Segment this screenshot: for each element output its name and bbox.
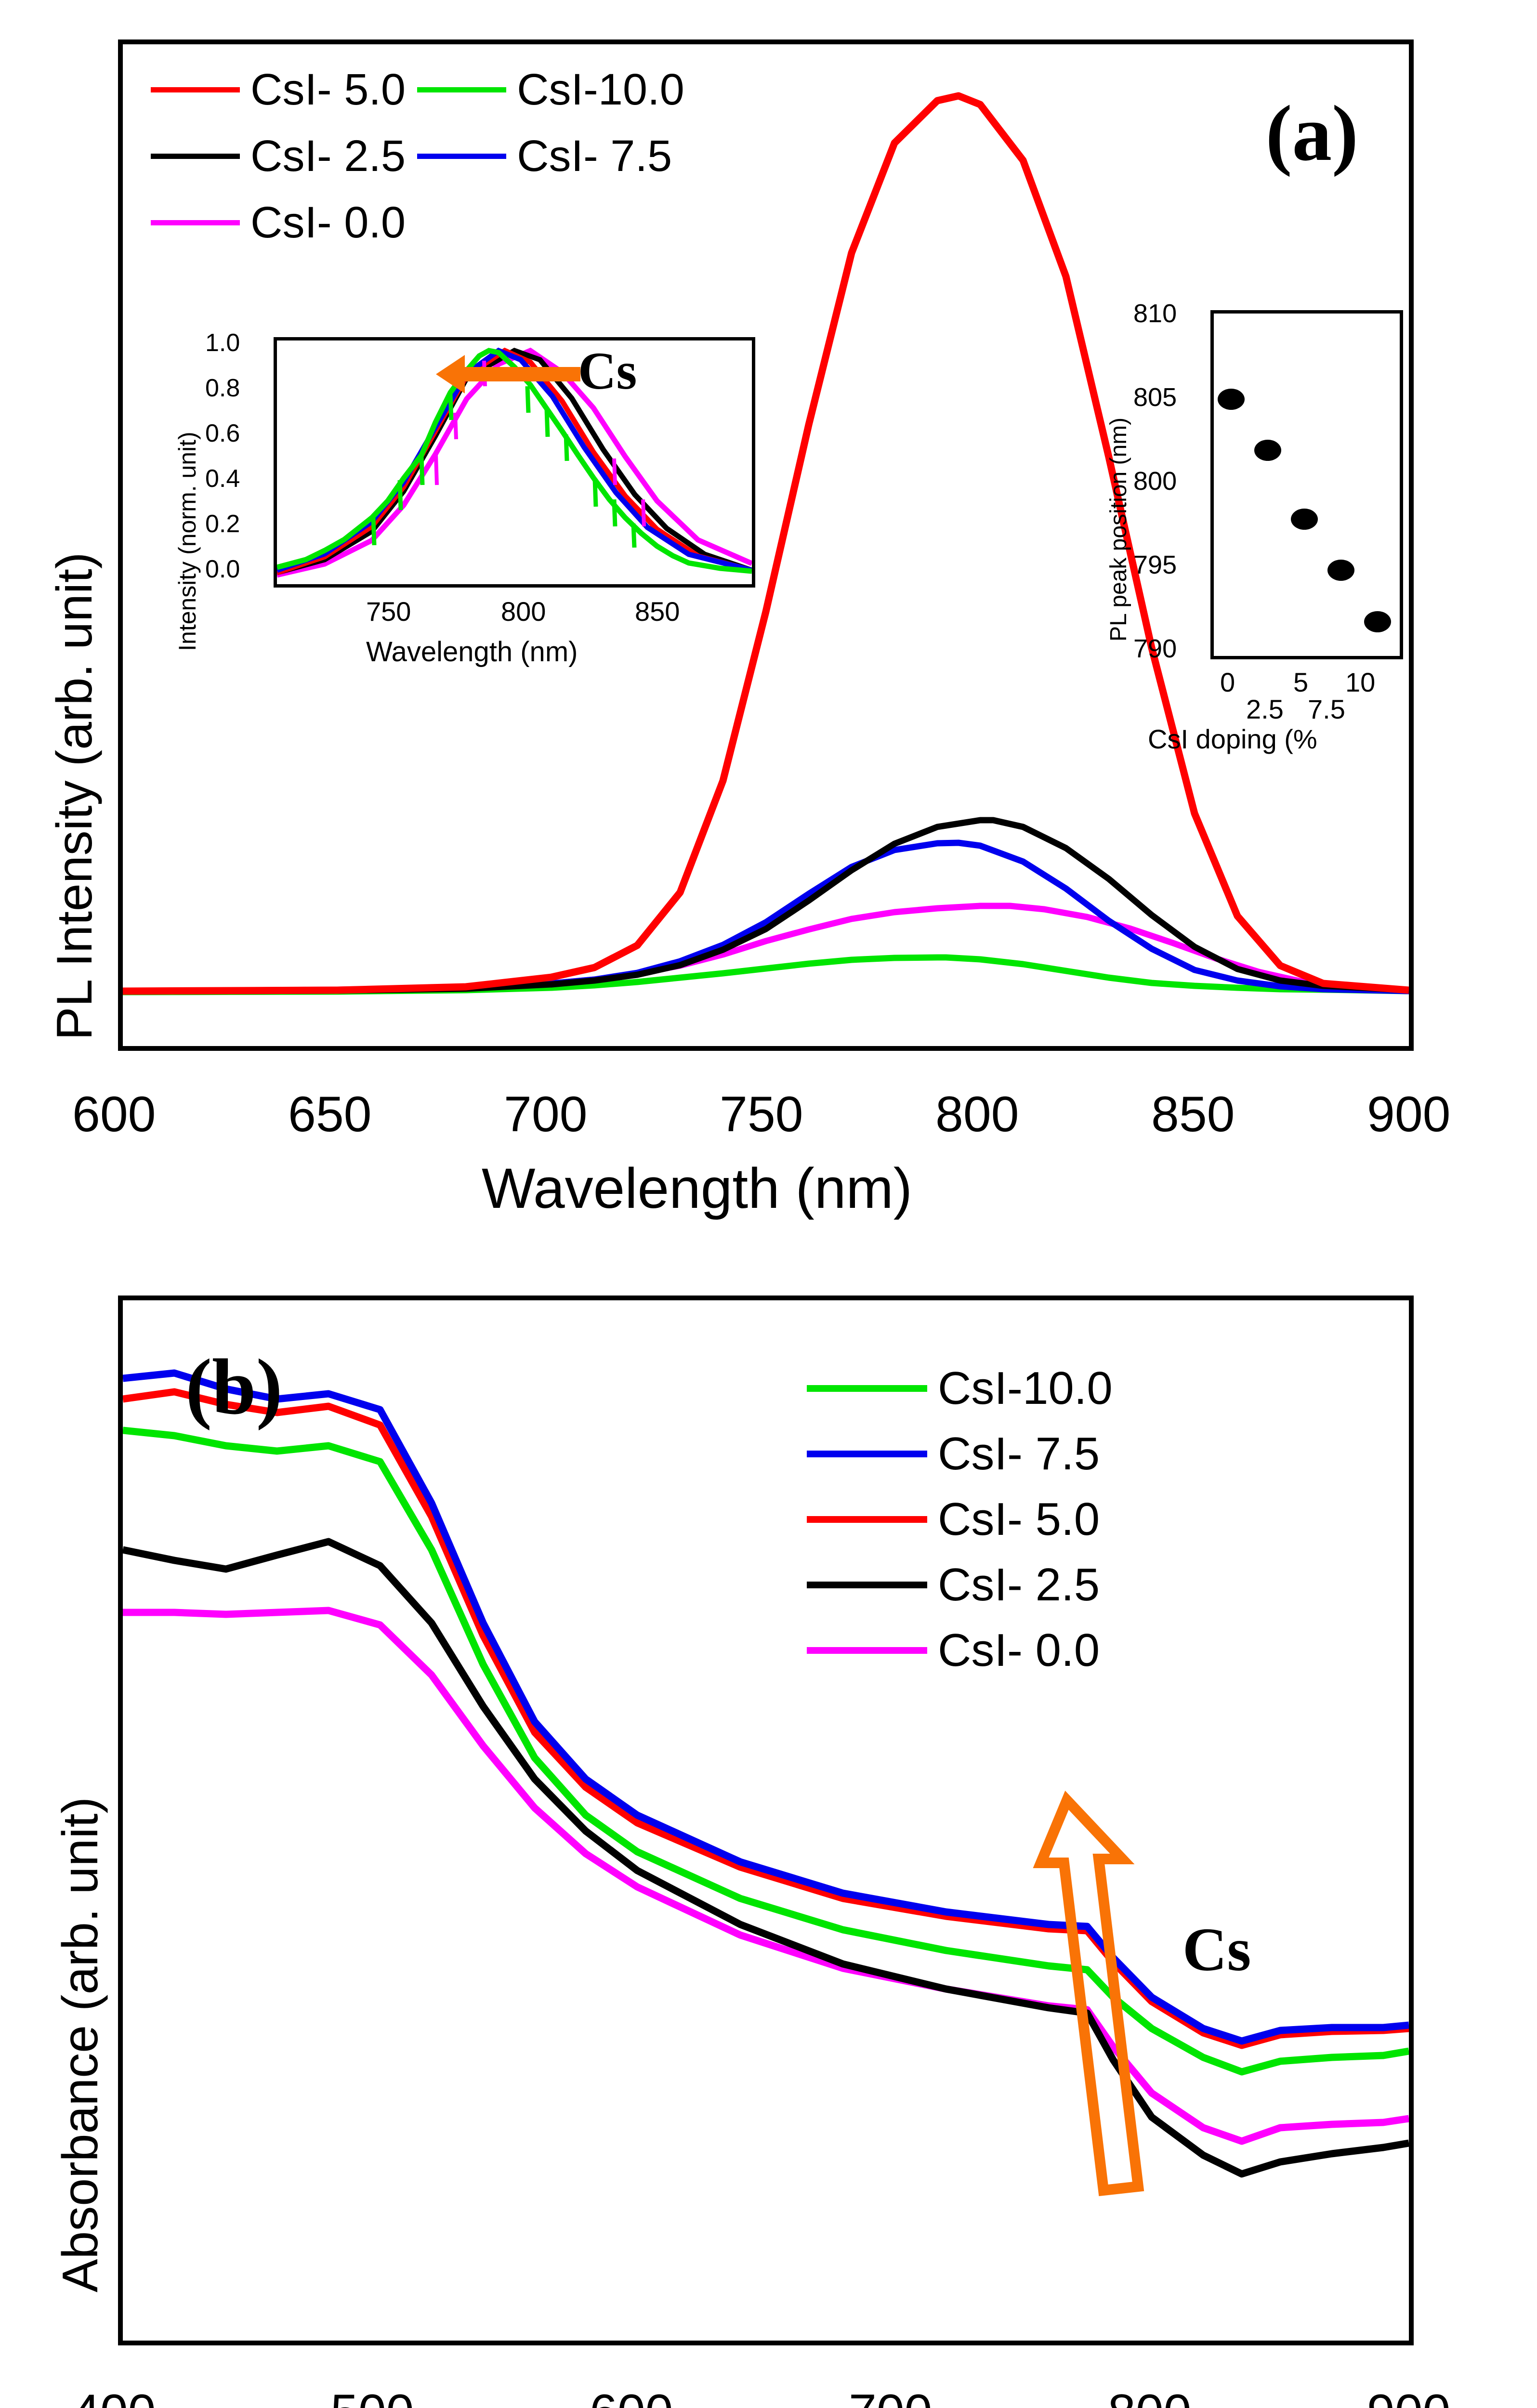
inset-right-xtick-7-5: 7.5 (1308, 694, 1345, 724)
legend-label-b-csi-2-5: CsI- 2.5 (938, 1559, 1100, 1610)
legend-swatch-b-red (807, 1516, 927, 1523)
panel-a-plot-area: CsI- 5.0 CsI- 2.5 CsI- 0.0 (118, 39, 1414, 1051)
inset-left-xtick-800: 800 (501, 596, 546, 627)
legend-swatch-blue (417, 153, 507, 159)
panel-a-ylabel: PL Intensity (arb. unit) (47, 552, 103, 1041)
inset-left-xlabel: Wavelength (nm) (366, 636, 578, 667)
panel-a-xtick-600: 600 (72, 1086, 156, 1142)
inset-left-ytick-0-6: 0.6 (205, 419, 240, 447)
scatter-point (1364, 611, 1391, 632)
panel-b-xtick-500: 500 (330, 2384, 414, 2408)
panel-a-tag: (a) (1265, 89, 1358, 177)
inset-right-plot-area (1210, 310, 1403, 659)
panel-b-xtick-600: 600 (590, 2384, 673, 2408)
panel-a-xtick-900: 900 (1367, 1086, 1451, 1142)
inset-right-ylabel: PL peak position (nm) (1106, 417, 1131, 641)
inset-right-xtick-2-5: 2.5 (1246, 694, 1284, 724)
inset-right-ytick-805: 805 (1133, 383, 1177, 412)
legend-swatch-magenta (151, 220, 240, 225)
panel-a-legend: CsI- 5.0 CsI- 2.5 CsI- 0.0 (151, 67, 970, 245)
panel-a-curves (123, 92, 1409, 995)
inset-right-ytick-800: 800 (1133, 467, 1177, 496)
panel-a-xtick-850: 850 (1151, 1086, 1235, 1142)
inset-right-scatter (1218, 389, 1391, 632)
panel-b-curves (123, 1369, 1409, 2197)
legend-swatch-b-magenta (807, 1647, 927, 1654)
inset-right-ytick-795: 795 (1133, 550, 1177, 579)
scatter-point (1218, 389, 1245, 410)
legend-item-csi-10-0[interactable]: CsI-10.0 (417, 67, 684, 112)
panel-b-xtick-400: 400 (72, 2384, 156, 2408)
panel-a-xtick-650: 650 (288, 1086, 372, 1142)
legend-item-csi-2-5[interactable]: CsI- 2.5 (151, 134, 406, 178)
panel-b: Absorbance (arb. unit) (b) (0, 1262, 1537, 2408)
legend-swatch-b-blue (807, 1451, 927, 1457)
scatter-point (1254, 440, 1281, 461)
legend-item-b-csi-7-5[interactable]: CsI- 7.5 (807, 1431, 1113, 1477)
inset-left-plot-area (274, 337, 755, 588)
inset-left: Intensity (norm. unit) 1.0 0.8 0.6 0.4 0… (164, 314, 766, 699)
inset-left-ylabel: Intensity (norm. unit) (174, 432, 201, 651)
panel-b-plot-area: (b) Cs CsI-10.0 CsI- 7.5 CsI- 5. (118, 1296, 1414, 2345)
panel-b-cs-label: Cs (1182, 1915, 1251, 1984)
legend-label-b-csi-5-0: CsI- 5.0 (938, 1493, 1100, 1545)
inset-left-ytick-0-8: 0.8 (205, 374, 240, 402)
legend-label-csi-0-0: CsI- 0.0 (250, 198, 406, 247)
inset-right: PL peak position (nm) 810 805 800 795 79… (1038, 285, 1414, 754)
panel-b-legend: CsI-10.0 CsI- 7.5 CsI- 5.0 CsI- 2.5 (807, 1365, 1113, 1674)
legend-swatch-b-green (807, 1385, 927, 1392)
legend-swatch-black (151, 153, 240, 159)
panel-a-xtick-800: 800 (935, 1086, 1019, 1142)
inset-right-xtick-10: 10 (1345, 667, 1376, 697)
legend-swatch-green (417, 87, 507, 92)
inset-left-ytick-0-4: 0.4 (205, 465, 240, 493)
inset-right-xlabel: CsI doping (% (1148, 724, 1317, 754)
inset-right-xtick-0: 0 (1220, 667, 1235, 697)
inset-right-ytick-810: 810 (1133, 299, 1177, 328)
panel-a-xtick-700: 700 (504, 1086, 588, 1142)
inset-left-ytick-1-0: 1.0 (205, 329, 240, 357)
legend-swatch-b-black (807, 1582, 927, 1588)
cs-up-arrow-icon (1033, 1791, 1144, 2197)
legend-label-csi-7-5: CsI- 7.5 (517, 131, 672, 181)
inset-left-ytick-0-2: 0.2 (205, 510, 240, 538)
panel-b-ylabel: Absorbance (arb. unit) (53, 1797, 108, 2292)
cs-left-arrow-icon (436, 355, 580, 393)
panel-b-tag: (b) (185, 1343, 283, 1431)
legend-label-csi-5-0: CsI- 5.0 (250, 65, 406, 114)
legend-label-csi-10-0: CsI-10.0 (517, 65, 684, 114)
scatter-point (1327, 560, 1354, 581)
legend-swatch-red (151, 87, 240, 92)
inset-left-ytick-0-0: 0.0 (205, 555, 240, 583)
legend-item-b-csi-5-0[interactable]: CsI- 5.0 (807, 1496, 1113, 1543)
legend-label-b-csi-7-5: CsI- 7.5 (938, 1428, 1100, 1479)
scatter-point (1291, 509, 1318, 530)
inset-left-curves (277, 347, 752, 578)
panel-b-xtick-900: 900 (1367, 2384, 1451, 2408)
inset-left-xtick-750: 750 (366, 596, 411, 627)
inset-left-cs-label: Cs (578, 341, 637, 400)
legend-item-b-csi-2-5[interactable]: CsI- 2.5 (807, 1562, 1113, 1608)
inset-left-xtick-850: 850 (635, 596, 680, 627)
inset-right-ytick-790: 790 (1133, 634, 1177, 663)
legend-item-csi-0-0[interactable]: CsI- 0.0 (151, 200, 406, 245)
legend-label-b-csi-10-0: CsI-10.0 (938, 1362, 1113, 1414)
legend-item-csi-5-0[interactable]: CsI- 5.0 (151, 67, 406, 112)
panel-b-xtick-700: 700 (849, 2384, 933, 2408)
inset-right-xtick-5: 5 (1293, 667, 1309, 697)
legend-label-csi-2-5: CsI- 2.5 (250, 131, 406, 181)
legend-label-b-csi-0-0: CsI- 0.0 (938, 1624, 1100, 1676)
legend-item-b-csi-10-0[interactable]: CsI-10.0 (807, 1365, 1113, 1412)
legend-item-csi-7-5[interactable]: CsI- 7.5 (417, 134, 684, 178)
panel-a-xlabel: Wavelength (nm) (482, 1157, 913, 1220)
panel-a: PL Intensity (arb. unit) (47, 39, 1451, 1220)
panel-a-xtick-750: 750 (720, 1086, 803, 1142)
panel-b-xtick-800: 800 (1108, 2384, 1192, 2408)
legend-item-b-csi-0-0[interactable]: CsI- 0.0 (807, 1627, 1113, 1674)
